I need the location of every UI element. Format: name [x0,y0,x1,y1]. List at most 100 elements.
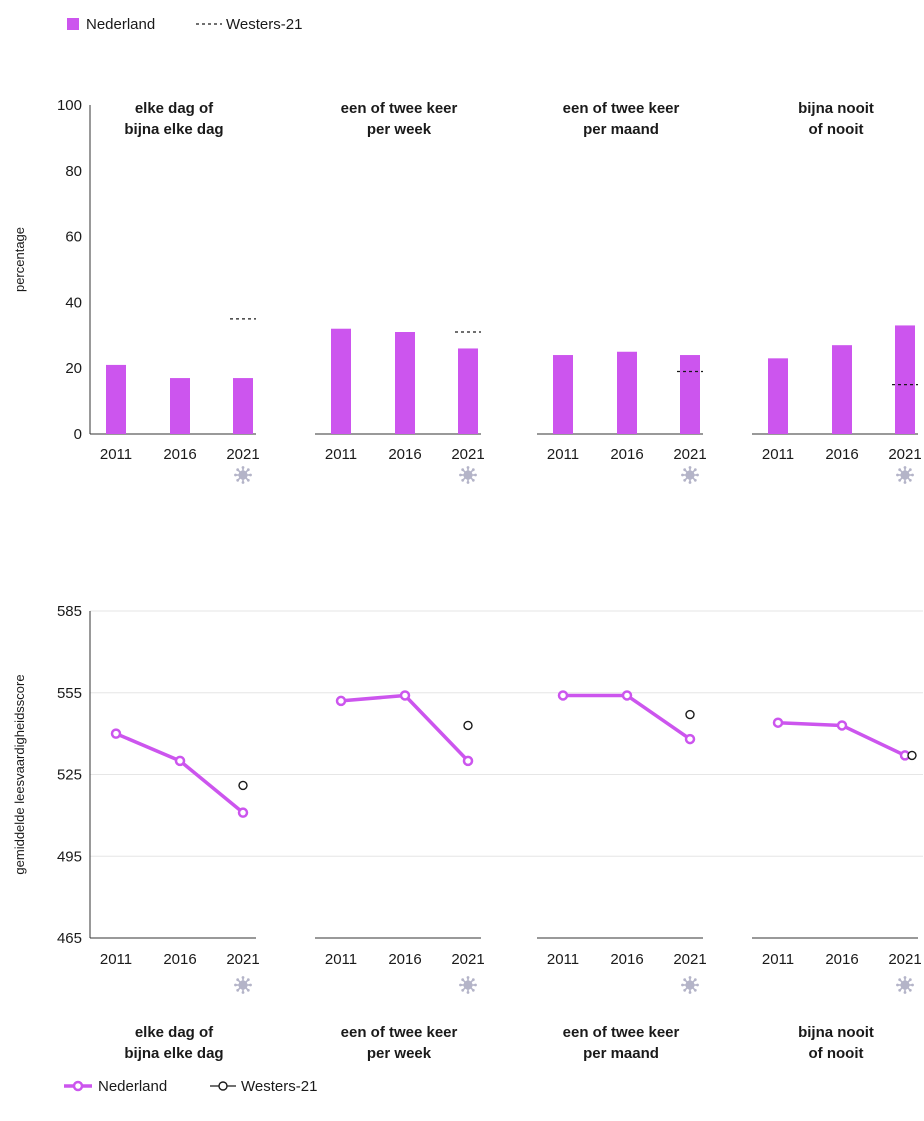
nederland-point [335,695,347,707]
covid-virus-icon [459,976,477,994]
virus-spike-tip [896,983,899,987]
legend-westers-label: Westers-21 [226,16,302,33]
virus-body [238,470,248,480]
line-chart: 465 495 525 555 585 gemiddelde leesvaardighei… [12,603,923,1062]
covid-virus-icon [896,466,914,484]
virus-body [463,980,473,990]
panel-title-line: bijna elke dag [124,1045,223,1062]
bar [680,355,700,434]
bar [395,332,415,434]
covid-virus-icon [234,466,252,484]
virus-spike-tip [241,976,245,979]
y-axis-label: percentage [12,227,27,292]
bar [895,325,915,434]
legend-westers-marker [218,1081,228,1091]
panel-title-line: een of twee keer [341,1024,458,1041]
legend-westers-label-bottom: Westers-21 [241,1078,317,1095]
panel-title-line: of nooit [809,1045,864,1062]
virus-spike-tip [898,978,902,982]
panel-title-line: een of twee keer [341,100,458,117]
westers-point [463,720,473,731]
legend-bottom: Nederland Westers-21 [64,1078,317,1095]
bar [106,364,126,434]
x-tick-label: 2021 [888,951,921,968]
virus-spike-tip [466,976,470,979]
virus-spike-tip [688,466,692,469]
virus-spike-tip [471,988,475,992]
nederland-point [110,728,122,739]
virus-spike-tip [693,468,697,472]
x-tick-label: 2011 [547,951,579,968]
x-tick-label: 2016 [610,446,643,463]
y-tick-label: 585 [57,603,82,620]
virus-spike-tip [911,473,914,477]
virus-spike-tip [241,466,245,469]
virus-spike-tip [683,478,687,482]
virus-spike-tip [471,468,475,472]
legend-nederland-swatch [67,18,79,30]
virus-spike-tip [898,468,902,472]
panel-title-line: een of twee keer [563,100,680,117]
virus-body [900,980,910,990]
virus-body [900,470,910,480]
virus-spike-tip [693,978,697,982]
nederland-line [115,732,245,815]
bar [768,358,788,434]
bar [331,328,351,434]
bar [458,348,478,434]
westers-point [907,750,917,761]
panel-2: een of twee keer per week 2011 2016 2021 [315,100,485,484]
x-tick-label: 2016 [388,951,421,968]
virus-spike-tip [903,991,907,994]
x-tick-label: 2011 [325,951,357,968]
virus-spike-tip [898,988,902,992]
virus-spike-tip [681,473,684,477]
virus-spike-tip [903,466,907,469]
panel-title-line: per maand [583,121,659,138]
covid-virus-icon [896,976,914,994]
panel-2: 2011 2016 2021 een of twee keer per week [315,690,485,1062]
virus-spike-tip [246,978,250,982]
x-tick-label: 2016 [825,446,858,463]
virus-spike-tip [908,978,912,982]
virus-spike-tip [234,983,237,987]
virus-spike-tip [474,473,477,477]
x-tick-label: 2021 [451,951,484,968]
virus-spike-tip [903,481,907,484]
y-axis-label: gemiddelde leesvaardigheidsscore [12,674,27,874]
panel-title-line: per week [367,121,432,138]
y-tick-label: 40 [65,294,82,311]
virus-spike-tip [693,988,697,992]
x-tick-label: 2021 [888,446,921,463]
virus-spike-tip [898,478,902,482]
virus-spike-tip [696,473,699,477]
panel-4: bijna nooit of nooit 2011 2016 2021 [752,100,922,484]
virus-spike-tip [461,978,465,982]
panel-title-line: elke dag of [135,1024,214,1041]
x-tick-label: 2016 [825,951,858,968]
virus-spike-tip [471,478,475,482]
x-tick-label: 2021 [226,446,259,463]
covid-virus-icon [681,466,699,484]
virus-spike-tip [693,478,697,482]
x-tick-label: 2011 [762,446,794,463]
virus-spike-tip [249,983,252,987]
virus-spike-tip [911,983,914,987]
virus-spike-tip [459,473,462,477]
panel-title-line: per maand [583,1045,659,1062]
x-tick-label: 2016 [163,951,196,968]
virus-spike-tip [459,983,462,987]
y-tick-label: 465 [57,930,82,947]
panel-1: 2011 2016 2021 elke dag of bijna elke dag [90,728,260,1062]
nederland-line [563,693,691,741]
nederland-point [462,755,474,767]
panel-title-line: een of twee keer [563,1024,680,1041]
panel-title-line: of nooit [809,121,864,138]
virus-spike-tip [683,988,687,992]
virus-spike-tip [246,988,250,992]
y-tick-label: 60 [65,229,82,246]
virus-spike-tip [246,478,250,482]
nederland-point [684,733,696,745]
